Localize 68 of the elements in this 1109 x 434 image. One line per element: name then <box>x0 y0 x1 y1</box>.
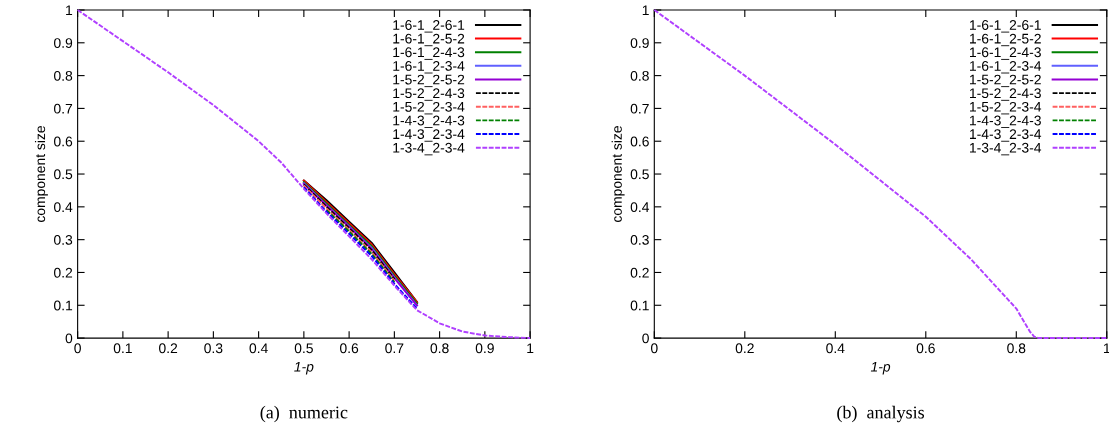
legend-label: 1-3-4_2-3-4 <box>970 142 1042 156</box>
legend-label: 1-4-3_2-4-3 <box>393 115 465 129</box>
x-tick-label: 0 <box>74 343 81 354</box>
y-tick-label: 0.1 <box>630 300 649 311</box>
legend-label: 1-6-1_2-5-2 <box>393 33 465 47</box>
y-tick-label: 0.8 <box>54 70 73 81</box>
x-tick-label: 0.2 <box>735 343 754 354</box>
y-tick-label: 0.4 <box>630 202 650 213</box>
legend-label: 1-4-3_2-4-3 <box>970 115 1041 129</box>
x-tick-label: 0.9 <box>475 343 494 354</box>
x-tick-label: 0.8 <box>430 343 449 354</box>
x-tick-label: 1 <box>1103 343 1109 354</box>
x-axis-title: 1-p <box>870 361 891 375</box>
y-tick-label: 0.6 <box>54 136 73 147</box>
y-tick-label: 0.1 <box>54 300 73 311</box>
x-axis-title: 1-p <box>294 361 314 375</box>
legend-label: 1-4-3_2-3-4 <box>393 129 465 142</box>
legend-label: 1-5-2_2-5-2 <box>393 74 465 88</box>
x-tick-label: 0.4 <box>826 343 845 354</box>
x-tick-label: 0.4 <box>249 343 268 354</box>
x-tick-label: 0.7 <box>385 343 404 354</box>
y-tick-label: 0.7 <box>630 103 649 114</box>
y-tick-label: 0.9 <box>630 38 649 48</box>
y-tick-label: 0 <box>642 333 649 344</box>
y-tick-label: 0.8 <box>630 70 649 81</box>
y-tick-label: 0.3 <box>630 234 649 245</box>
y-tick-label: 1 <box>642 5 649 16</box>
y-tick-label: 0.5 <box>54 169 73 180</box>
y-tick-label: 0.5 <box>630 169 649 180</box>
legend-label: 1-6-1_2-6-1 <box>970 20 1041 33</box>
y-tick-label: 0.3 <box>54 234 73 245</box>
legend-label: 1-5-2_2-5-2 <box>970 74 1041 88</box>
y-tick-label: 0.6 <box>630 136 649 147</box>
legend-label: 1-6-1_2-6-1 <box>393 20 465 33</box>
x-tick-label: 0 <box>650 343 658 354</box>
y-tick-label: 0.4 <box>54 202 73 213</box>
legend-label: 1-6-1_2-3-4 <box>970 61 1042 74</box>
y-tick-label: 0.7 <box>54 103 73 114</box>
y-tick-label: 0.9 <box>54 38 73 48</box>
legend-label: 1-6-1_2-5-2 <box>970 33 1041 47</box>
legend-label: 1-5-2_2-4-3 <box>393 88 465 101</box>
line-series <box>653 9 1108 340</box>
legend-label: 1-6-1_2-4-3 <box>970 47 1041 60</box>
legend-label: 1-6-1_2-4-3 <box>393 47 465 60</box>
x-tick-label: 1 <box>527 343 534 354</box>
y-axis-title: component size <box>611 126 625 223</box>
x-tick-label: 0.6 <box>340 343 359 354</box>
x-tick-label: 0.3 <box>204 343 223 354</box>
legend-label: 1-6-1_2-3-4 <box>393 61 465 74</box>
legend-label: 1-5-2_2-3-4 <box>970 101 1042 115</box>
legend-label: 1-5-2_2-3-4 <box>393 101 465 115</box>
x-tick-label: 0.6 <box>916 343 935 354</box>
line-series <box>76 9 532 340</box>
x-tick-label: 0.5 <box>294 343 313 354</box>
text: (b) analysis <box>837 405 925 423</box>
legend-label: 1-3-4_2-3-4 <box>393 142 465 156</box>
y-tick-label: 0 <box>65 333 73 344</box>
x-tick-label: 0.1 <box>113 343 132 354</box>
y-axis-title: component size <box>34 126 48 223</box>
text: (a) numeric <box>260 405 348 423</box>
legend-label: 1-4-3_2-3-4 <box>970 129 1042 142</box>
y-tick-label: 0.2 <box>54 267 73 278</box>
x-tick-label: 0.2 <box>159 343 178 354</box>
y-tick-label: 0.2 <box>630 267 649 278</box>
line-series <box>325 209 396 284</box>
y-tick-label: 1 <box>66 5 73 16</box>
legend-label: 1-5-2_2-4-3 <box>970 88 1041 101</box>
x-tick-label: 0.8 <box>1007 343 1026 354</box>
